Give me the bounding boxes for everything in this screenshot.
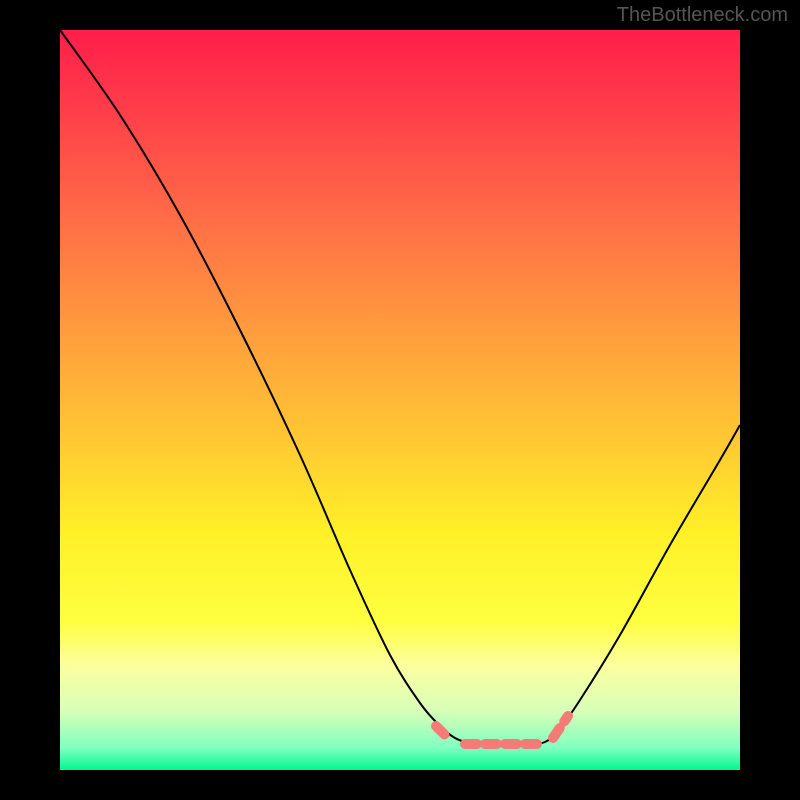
watermark-text: TheBottleneck.com bbox=[617, 4, 788, 27]
chart-svg bbox=[0, 0, 800, 800]
bottleneck-chart bbox=[0, 0, 800, 800]
plot-gradient-area bbox=[60, 30, 740, 770]
